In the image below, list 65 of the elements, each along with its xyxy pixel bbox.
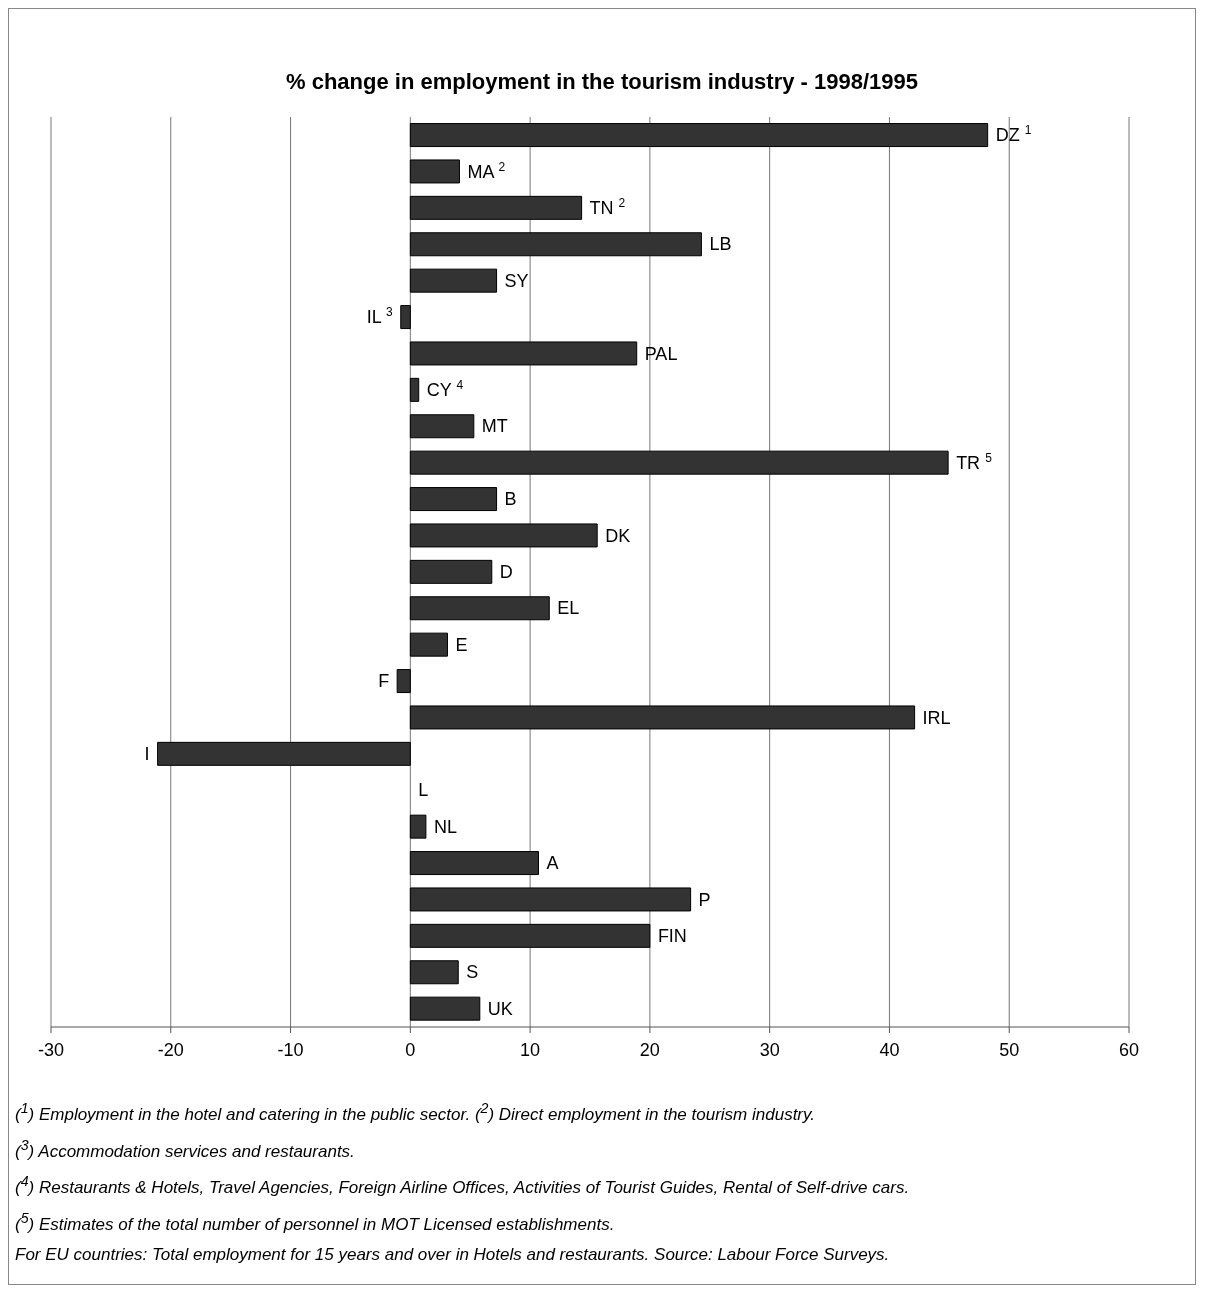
bar xyxy=(409,996,481,1021)
bar xyxy=(409,851,539,876)
y-tick-label: MA $^{2}$ xyxy=(467,159,506,182)
bar xyxy=(409,268,498,293)
y-tick-label: TR $^{5}$ xyxy=(956,450,993,473)
y-tick-label: FIN xyxy=(657,926,687,946)
bar xyxy=(409,705,916,730)
x-tick-label: -10 xyxy=(277,1039,304,1060)
y-tick-label: L xyxy=(418,780,429,801)
y-tick-label: LB xyxy=(709,234,732,255)
x-tick-label: 50 xyxy=(999,1039,1020,1060)
bar xyxy=(409,341,638,366)
y-tick-label: E xyxy=(455,634,468,655)
y-tick-label: IL $^{3}$ xyxy=(366,305,394,328)
y-tick-label: P xyxy=(698,889,711,910)
bar xyxy=(409,123,989,148)
x-tick-label: 60 xyxy=(1118,1039,1140,1060)
bar xyxy=(409,195,583,220)
x-tick-label: 30 xyxy=(759,1039,780,1060)
bar xyxy=(400,305,411,330)
x-tick-label: -20 xyxy=(157,1039,184,1060)
y-tick-label: TN $^{2}$ xyxy=(589,196,626,218)
bar xyxy=(409,887,692,912)
y-tick-label: A xyxy=(546,853,559,874)
bar xyxy=(409,159,460,184)
bar xyxy=(409,559,493,584)
text: ($^{4}$) Restaurants & Hotels, Travel Agencies, Foreign Airline Offices, Activities of Tourist Guides, Rental of Self-drive cars. xyxy=(15,1172,911,1199)
x-tick-label: 10 xyxy=(520,1039,541,1060)
bar xyxy=(409,632,448,657)
chart-title: % change in employment in the tourism industry - 1998/1995 xyxy=(284,69,920,95)
y-tick-label: MT xyxy=(481,416,508,437)
bar xyxy=(409,960,459,985)
y-tick-label: CY $^{4}$ xyxy=(426,378,464,400)
y-tick-label: UK xyxy=(487,998,513,1019)
text: ($^{5}$) Estimates of the total number of personnel in MOT Licensed establishments. xyxy=(15,1208,616,1236)
x-tick-label: 20 xyxy=(639,1039,660,1060)
bar xyxy=(409,523,598,548)
bar xyxy=(409,377,420,402)
y-tick-label: DZ $^{1}$ xyxy=(995,123,1032,146)
y-tick-label: F xyxy=(378,671,390,692)
text: For EU countries: Total employment for 15 years and over in Hotels and restaurants. Source: Labour Force Surveys. xyxy=(15,1243,891,1266)
y-tick-label: I xyxy=(144,744,150,764)
bar xyxy=(409,232,702,257)
bar xyxy=(396,669,411,694)
bar xyxy=(409,814,427,839)
y-tick-label: S xyxy=(466,962,479,983)
text: ($^{3}$) Accommodation services and restaurants. xyxy=(15,1135,356,1163)
x-tick-label: -30 xyxy=(37,1039,65,1060)
y-tick-label: D xyxy=(499,562,513,582)
bar xyxy=(157,741,411,766)
y-tick-label: SY xyxy=(504,270,529,291)
x-tick-label: 40 xyxy=(879,1039,900,1060)
y-tick-label: PAL xyxy=(644,343,678,364)
bar xyxy=(409,596,550,621)
bar xyxy=(409,414,475,439)
y-tick-label: EL xyxy=(557,598,580,619)
x-tick-label: 0 xyxy=(405,1039,416,1060)
bar xyxy=(409,487,498,512)
bar xyxy=(409,450,949,475)
y-tick-label: IRL xyxy=(922,707,951,728)
bar xyxy=(409,923,651,948)
y-tick-label: B xyxy=(504,489,517,510)
y-tick-label: NL xyxy=(433,816,457,837)
text: ($^{1}$) Employment in the hotel and catering in the public sector. ($^{2}$) Direct employment in the tourism industry. xyxy=(15,1099,816,1126)
y-tick-label: DK xyxy=(605,525,631,546)
